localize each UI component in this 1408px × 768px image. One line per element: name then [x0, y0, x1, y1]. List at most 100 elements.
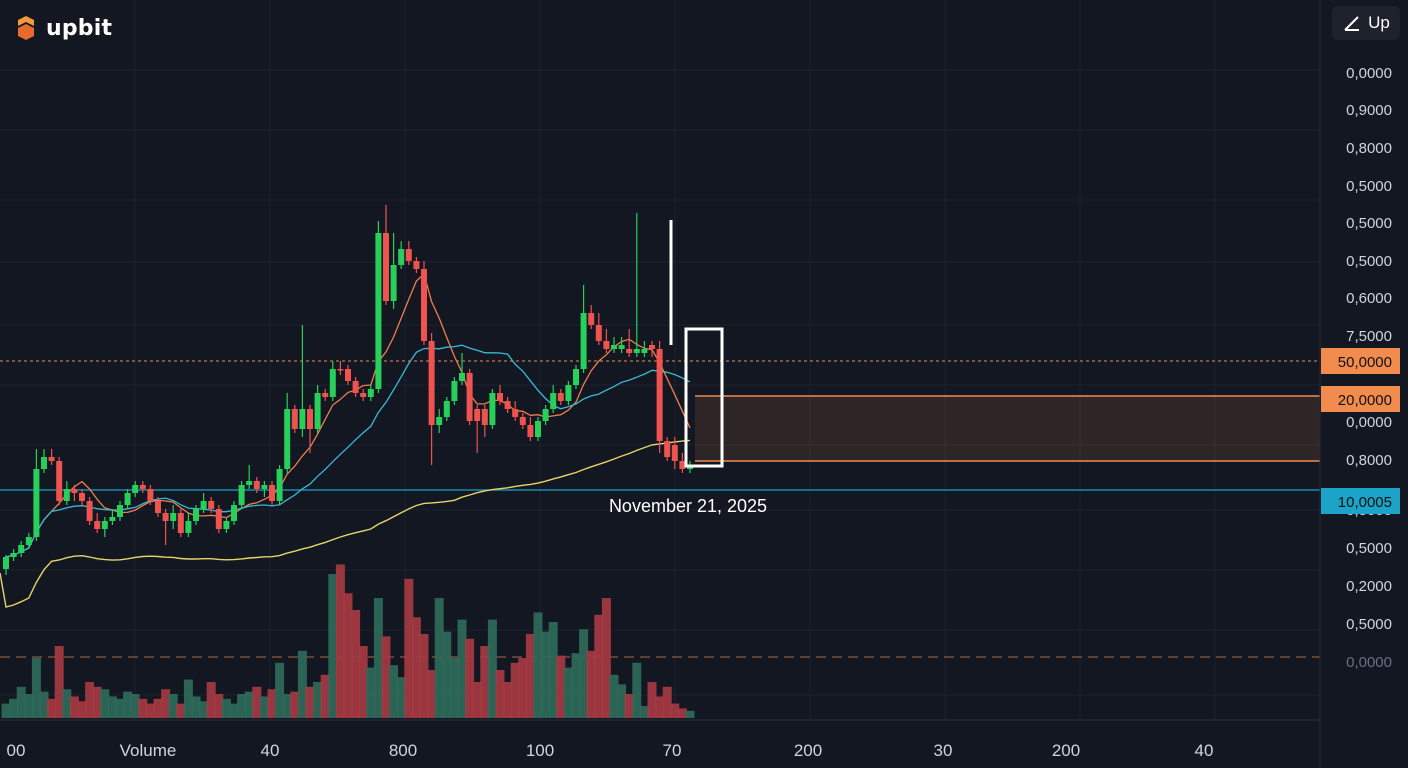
candle[interactable]	[595, 313, 602, 345]
candle[interactable]	[117, 501, 123, 521]
candle[interactable]	[284, 393, 291, 473]
candle[interactable]	[215, 505, 222, 533]
candle[interactable]	[322, 389, 329, 401]
candle[interactable]	[177, 509, 184, 537]
candle[interactable]	[63, 481, 70, 505]
candle[interactable]	[200, 493, 207, 513]
candle[interactable]	[588, 305, 595, 329]
candle[interactable]	[443, 397, 450, 421]
candle[interactable]	[253, 477, 260, 493]
candle[interactable]	[656, 341, 663, 453]
candle-body	[231, 505, 237, 521]
candle[interactable]	[276, 465, 283, 505]
time-axis[interactable]: 00 Volume 40 800 100 70 200 30 200 40	[7, 741, 1214, 760]
candle[interactable]	[580, 285, 587, 373]
candle[interactable]	[299, 325, 306, 437]
candle[interactable]	[101, 517, 108, 537]
candle[interactable]	[504, 397, 511, 413]
candle[interactable]	[41, 449, 47, 473]
candle[interactable]	[261, 481, 268, 497]
candle[interactable]	[550, 385, 557, 413]
candle[interactable]	[246, 465, 253, 489]
candle[interactable]	[421, 261, 427, 345]
candle[interactable]	[542, 405, 549, 425]
candle[interactable]	[535, 417, 541, 441]
candle[interactable]	[603, 329, 610, 353]
candle[interactable]	[679, 453, 686, 473]
candle[interactable]	[360, 389, 367, 401]
candle[interactable]	[398, 241, 405, 269]
candle[interactable]	[269, 481, 275, 505]
selection-box[interactable]	[684, 327, 724, 468]
candle[interactable]	[307, 405, 313, 453]
candle[interactable]	[390, 233, 397, 309]
candle[interactable]	[291, 405, 298, 433]
candle[interactable]	[193, 505, 199, 525]
candle[interactable]	[557, 389, 564, 405]
candle[interactable]	[664, 437, 671, 461]
candle[interactable]	[208, 497, 215, 513]
candle[interactable]	[352, 377, 359, 397]
candle[interactable]	[375, 221, 382, 393]
up-button[interactable]: Up	[1332, 6, 1400, 40]
candle[interactable]	[626, 329, 633, 357]
candle[interactable]	[71, 485, 78, 501]
candle[interactable]	[649, 341, 655, 357]
candle[interactable]	[3, 555, 9, 575]
candle[interactable]	[18, 541, 25, 557]
candle[interactable]	[474, 405, 481, 453]
candle[interactable]	[86, 497, 93, 525]
candle[interactable]	[451, 377, 458, 405]
candle[interactable]	[124, 489, 131, 509]
candle[interactable]	[56, 457, 63, 505]
candle[interactable]	[383, 205, 389, 305]
candle[interactable]	[329, 361, 336, 401]
candle[interactable]	[139, 481, 146, 493]
candle[interactable]	[345, 365, 351, 385]
price-range-zone[interactable]	[695, 396, 1320, 461]
candle[interactable]	[10, 549, 17, 561]
candle[interactable]	[33, 449, 40, 541]
candle[interactable]	[147, 485, 154, 505]
candle[interactable]	[428, 333, 435, 465]
candle[interactable]	[223, 517, 230, 533]
candle[interactable]	[94, 513, 101, 533]
candle[interactable]	[481, 405, 488, 437]
candle[interactable]	[527, 417, 534, 441]
brand-logo[interactable]: upbit	[12, 12, 112, 44]
candle[interactable]	[109, 509, 116, 525]
candle[interactable]	[459, 353, 465, 385]
candle[interactable]	[565, 381, 572, 405]
candle[interactable]	[155, 497, 161, 517]
candle[interactable]	[238, 481, 245, 509]
candle[interactable]	[512, 401, 519, 421]
candle[interactable]	[337, 361, 344, 375]
candle[interactable]	[436, 409, 443, 433]
candle[interactable]	[231, 501, 237, 525]
candle[interactable]	[405, 241, 412, 265]
candle[interactable]	[367, 385, 374, 401]
candle[interactable]	[25, 533, 32, 549]
candle[interactable]	[185, 513, 192, 537]
candle[interactable]	[618, 337, 625, 353]
candle[interactable]	[170, 505, 177, 529]
candle[interactable]	[641, 341, 648, 357]
candle[interactable]	[611, 337, 617, 353]
candle[interactable]	[79, 489, 85, 505]
candle[interactable]	[489, 389, 496, 429]
candle[interactable]	[466, 369, 473, 425]
candle-body	[307, 409, 313, 429]
candle[interactable]	[671, 437, 678, 469]
candle[interactable]	[132, 481, 139, 497]
volume-bar	[199, 701, 209, 718]
candle[interactable]	[573, 365, 579, 389]
candle[interactable]	[48, 449, 55, 465]
candle[interactable]	[633, 213, 640, 357]
price-axis[interactable]: 0,0000 0,9000 0,8000 0,5000 0,5000 0,5000 0,60…	[1346, 65, 1392, 671]
candle[interactable]	[519, 413, 526, 429]
candle[interactable]	[497, 385, 503, 405]
candle[interactable]	[314, 385, 321, 433]
candle[interactable]	[413, 257, 420, 273]
candle[interactable]	[162, 509, 169, 545]
